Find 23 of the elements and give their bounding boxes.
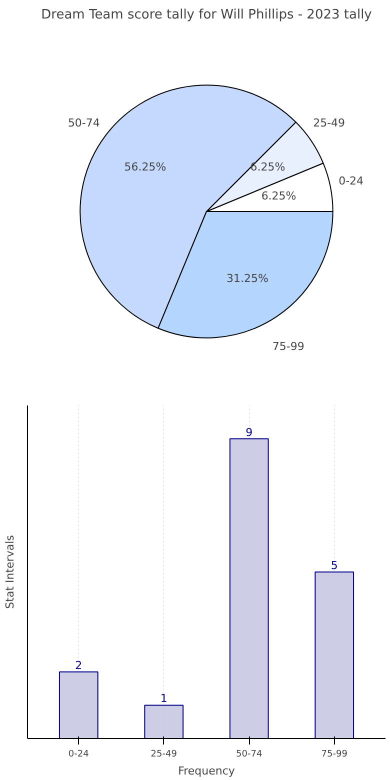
data-label: 31.25% [226, 272, 268, 285]
chart-title: Dream Team score tally for Will Phillips - 2023 tally [41, 8, 372, 22]
data-label: 2 [75, 658, 82, 672]
bar [314, 572, 354, 738]
slice-label: 75-99 [272, 340, 304, 353]
y-axis-title: Stat Intervals [4, 534, 16, 609]
x-axis-title: Frequency [178, 764, 236, 778]
data-label: 56.25% [124, 160, 166, 174]
bar [58, 671, 98, 738]
x-tick-label: 25-49 [150, 750, 178, 760]
data-label: 9 [246, 426, 253, 439]
slice-label: 50-74 [68, 116, 100, 130]
bar [144, 704, 184, 738]
slice-label: 25-49 [313, 116, 346, 130]
slice-label: 0-24 [338, 174, 364, 188]
x-tick-label: 50-74 [236, 750, 262, 760]
bar [229, 438, 269, 738]
data-label: 5 [330, 559, 338, 572]
x-tick-label: 0-24 [68, 750, 90, 760]
data-label: 1 [160, 692, 168, 706]
data-label: 6.25% [261, 189, 296, 202]
data-label: 6.25% [250, 160, 286, 174]
x-tick-label: 75-99 [321, 750, 348, 760]
